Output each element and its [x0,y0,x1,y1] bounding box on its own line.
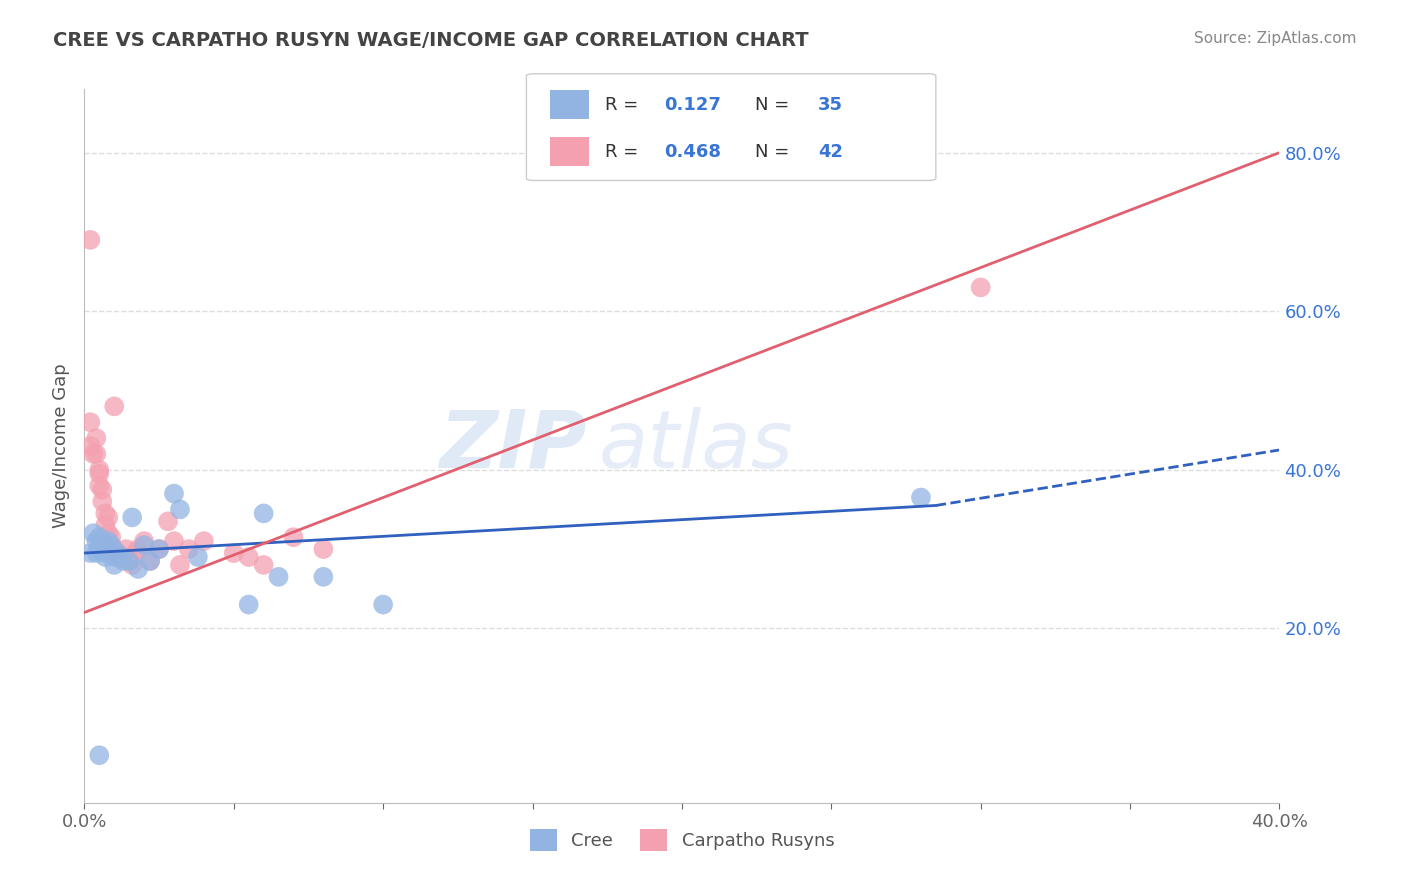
Text: Source: ZipAtlas.com: Source: ZipAtlas.com [1194,31,1357,46]
Bar [550,90,589,119]
Point [110,549,132,564]
Point [97,526,120,541]
Point [91,542,114,557]
Point [100,546,122,560]
Text: atlas: atlas [599,407,793,485]
Point [124,546,146,560]
Point [163,486,186,500]
Point [82,526,104,541]
Point [110,549,132,564]
Point [94,518,117,533]
Point [89,542,111,557]
Point [91,534,114,549]
Point [86,431,108,445]
Point [238,598,260,612]
Text: CREE VS CARPATHO RUSYN WAGE/INCOME GAP CORRELATION CHART: CREE VS CARPATHO RUSYN WAGE/INCOME GAP C… [53,31,808,50]
Point [139,554,162,568]
Point [148,542,170,557]
Y-axis label: Wage/Income Gap: Wage/Income Gap [52,364,70,528]
Point [238,549,260,564]
Text: R =: R = [605,95,644,113]
Point [910,491,932,505]
Point [82,447,104,461]
Point [79,546,101,560]
Point [97,542,120,557]
Point [103,542,125,557]
Point [118,554,141,568]
Point [253,507,276,521]
Point [79,415,101,429]
Text: N =: N = [755,143,794,161]
Point [103,400,125,414]
Point [91,494,114,508]
Point [105,546,128,560]
Point [127,542,149,557]
Point [86,534,108,549]
Point [163,534,186,549]
Point [121,510,143,524]
Point [103,546,125,560]
Point [97,534,120,549]
Point [103,549,125,564]
Point [253,558,276,572]
Point [91,483,114,497]
Point [112,549,135,564]
Point [177,542,200,557]
Point [121,558,143,572]
Point [312,542,335,557]
Point [79,233,101,247]
Point [94,546,117,560]
Point [222,546,245,560]
Point [112,554,135,568]
Point [312,570,335,584]
Point [100,530,122,544]
Point [100,538,122,552]
Point [97,510,120,524]
Point [127,562,149,576]
Text: R =: R = [605,143,644,161]
Point [169,558,191,572]
Point [157,514,180,528]
Point [103,558,125,572]
Point [86,447,108,461]
Point [115,542,138,557]
Point [970,280,993,294]
Text: 35: 35 [818,95,842,113]
Point [132,538,156,552]
Point [89,467,111,481]
Point [86,546,108,560]
Point [89,463,111,477]
Bar [550,137,589,166]
Point [105,546,128,560]
Point [94,549,117,564]
Legend: Cree, Carpatho Rusyns: Cree, Carpatho Rusyns [522,822,842,858]
Point [94,507,117,521]
Point [373,598,395,612]
Point [132,534,156,549]
Text: ZIP: ZIP [439,407,586,485]
Point [187,549,209,564]
Point [139,554,162,568]
Point [169,502,191,516]
FancyBboxPatch shape [526,74,936,180]
Point [118,554,141,568]
Point [283,530,305,544]
Text: 0.127: 0.127 [664,95,721,113]
Point [89,530,111,544]
Point [267,570,290,584]
Point [148,542,170,557]
Point [89,748,111,763]
Point [89,478,111,492]
Point [193,534,215,549]
Text: N =: N = [755,95,794,113]
Text: 42: 42 [818,143,842,161]
Point [79,439,101,453]
Point [100,538,122,552]
Text: 0.468: 0.468 [664,143,721,161]
